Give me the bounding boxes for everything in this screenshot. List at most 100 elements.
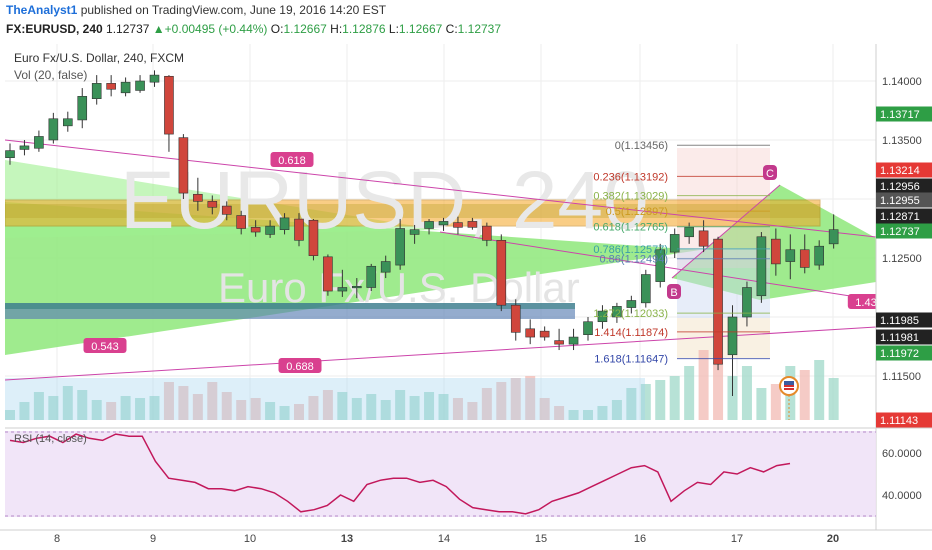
candle[interactable]: [120, 77, 131, 97]
candle[interactable]: [164, 75, 174, 152]
candle[interactable]: [713, 236, 723, 371]
price-badge[interactable]: 1.13717: [876, 106, 932, 122]
candle[interactable]: [438, 217, 449, 231]
low-value: 1.12667: [398, 22, 443, 36]
price-badge[interactable]: 1.11981: [876, 329, 932, 345]
candle[interactable]: [135, 75, 145, 93]
candle[interactable]: [424, 219, 434, 235]
candle[interactable]: [467, 217, 478, 230]
price-badge[interactable]: 1.12871: [876, 208, 932, 224]
candle[interactable]: [785, 234, 796, 280]
rsi-line[interactable]: [9, 433, 791, 515]
pattern-leg-bc[interactable]: [671, 184, 781, 279]
rsi-legend[interactable]: RSI (14, close): [14, 433, 87, 445]
candle[interactable]: [669, 228, 680, 259]
candle[interactable]: [380, 255, 391, 279]
candle[interactable]: [640, 269, 651, 308]
ratio-tag[interactable]: 0.543: [83, 338, 127, 353]
candle[interactable]: [828, 214, 839, 249]
volume-bar: [481, 388, 492, 420]
candle[interactable]: [597, 305, 608, 329]
svg-text:B: B: [670, 287, 677, 299]
candle[interactable]: [279, 213, 290, 235]
candle[interactable]: [337, 269, 348, 297]
price-badge[interactable]: 1.12737: [876, 223, 932, 239]
flag-icon[interactable]: [779, 376, 799, 420]
candle[interactable]: [351, 278, 362, 299]
candle[interactable]: [366, 263, 377, 292]
volume-bar: [48, 396, 59, 420]
candle[interactable]: [323, 254, 333, 296]
ratio-tag[interactable]: 0.688: [278, 358, 322, 373]
price-badge[interactable]: 1.11985: [876, 312, 932, 328]
candle[interactable]: [77, 88, 88, 129]
svg-text:1.12955: 1.12955: [880, 195, 920, 207]
candle[interactable]: [626, 295, 637, 314]
candle[interactable]: [265, 220, 275, 238]
volume-bar: [308, 396, 319, 420]
candle[interactable]: [5, 143, 15, 165]
publish-line: TheAnalyst1 published on TradingView.com…: [6, 3, 386, 17]
close-value: 1.12737: [457, 22, 502, 36]
candle[interactable]: [539, 326, 550, 341]
candle[interactable]: [250, 220, 261, 237]
candle[interactable]: [583, 317, 593, 341]
candle[interactable]: [756, 232, 767, 303]
ratio-tag[interactable]: 0.618: [270, 152, 314, 167]
price-badge[interactable]: 1.13214: [876, 162, 932, 178]
candle[interactable]: [496, 234, 507, 312]
candle[interactable]: [568, 328, 579, 351]
candle[interactable]: [655, 243, 666, 288]
candle[interactable]: [19, 140, 30, 156]
price-badge[interactable]: 1.11972: [876, 345, 932, 361]
candle[interactable]: [395, 219, 405, 270]
candle[interactable]: [294, 213, 304, 247]
volume-bar: [279, 406, 290, 420]
pattern-point-tag[interactable]: C: [763, 165, 777, 180]
watermark-name: Euro Fx/U.S. Dollar: [218, 264, 580, 311]
volume-bar: [640, 384, 651, 420]
volume-bar: [611, 400, 622, 420]
publisher-name[interactable]: TheAnalyst1: [6, 3, 78, 17]
candle[interactable]: [178, 134, 189, 199]
candle[interactable]: [236, 210, 246, 235]
candle[interactable]: [771, 228, 781, 276]
pattern-point-tag[interactable]: B: [667, 284, 681, 299]
volume-bar: [106, 402, 117, 420]
candle[interactable]: [453, 216, 463, 235]
volume-bar: [221, 392, 232, 420]
volume-legend[interactable]: Vol (20, false): [14, 68, 87, 82]
trendline-upper[interactable]: [5, 139, 876, 238]
price-badge[interactable]: 1.12955: [876, 192, 932, 208]
candle[interactable]: [193, 177, 203, 211]
candle[interactable]: [814, 240, 825, 270]
candle[interactable]: [308, 219, 319, 261]
candle[interactable]: [221, 201, 232, 221]
candle[interactable]: [409, 224, 420, 244]
candle[interactable]: [612, 302, 622, 323]
candle[interactable]: [510, 299, 521, 341]
candle[interactable]: [34, 130, 44, 152]
candle[interactable]: [727, 305, 738, 397]
candle[interactable]: [525, 319, 536, 345]
price-badge[interactable]: 1.11143: [876, 412, 932, 428]
time-axis[interactable]: 8 9 10 13 14 15 16 17 20: [54, 533, 839, 545]
resistance-zone[interactable]: [5, 199, 821, 227]
candle[interactable]: [91, 75, 102, 105]
chart-canvas[interactable]: EURUSD, 240 Euro Fx/U.S. Dollar 0(1.1345…: [0, 44, 932, 550]
candle[interactable]: [48, 112, 59, 144]
candle[interactable]: [149, 70, 160, 87]
date-tick-label: 14: [438, 533, 450, 545]
candle[interactable]: [698, 220, 709, 253]
candle[interactable]: [106, 75, 116, 97]
candle[interactable]: [799, 234, 810, 274]
candle[interactable]: [742, 281, 752, 327]
chart-header: TheAnalyst1 published on TradingView.com…: [0, 0, 932, 44]
candle[interactable]: [684, 222, 694, 244]
price-badge[interactable]: 1.12956: [876, 178, 932, 194]
candle[interactable]: [207, 195, 218, 215]
ratio-tag[interactable]: 1.43: [847, 294, 885, 309]
candle[interactable]: [62, 111, 73, 132]
candle[interactable]: [554, 328, 564, 351]
candle[interactable]: [482, 222, 492, 247]
